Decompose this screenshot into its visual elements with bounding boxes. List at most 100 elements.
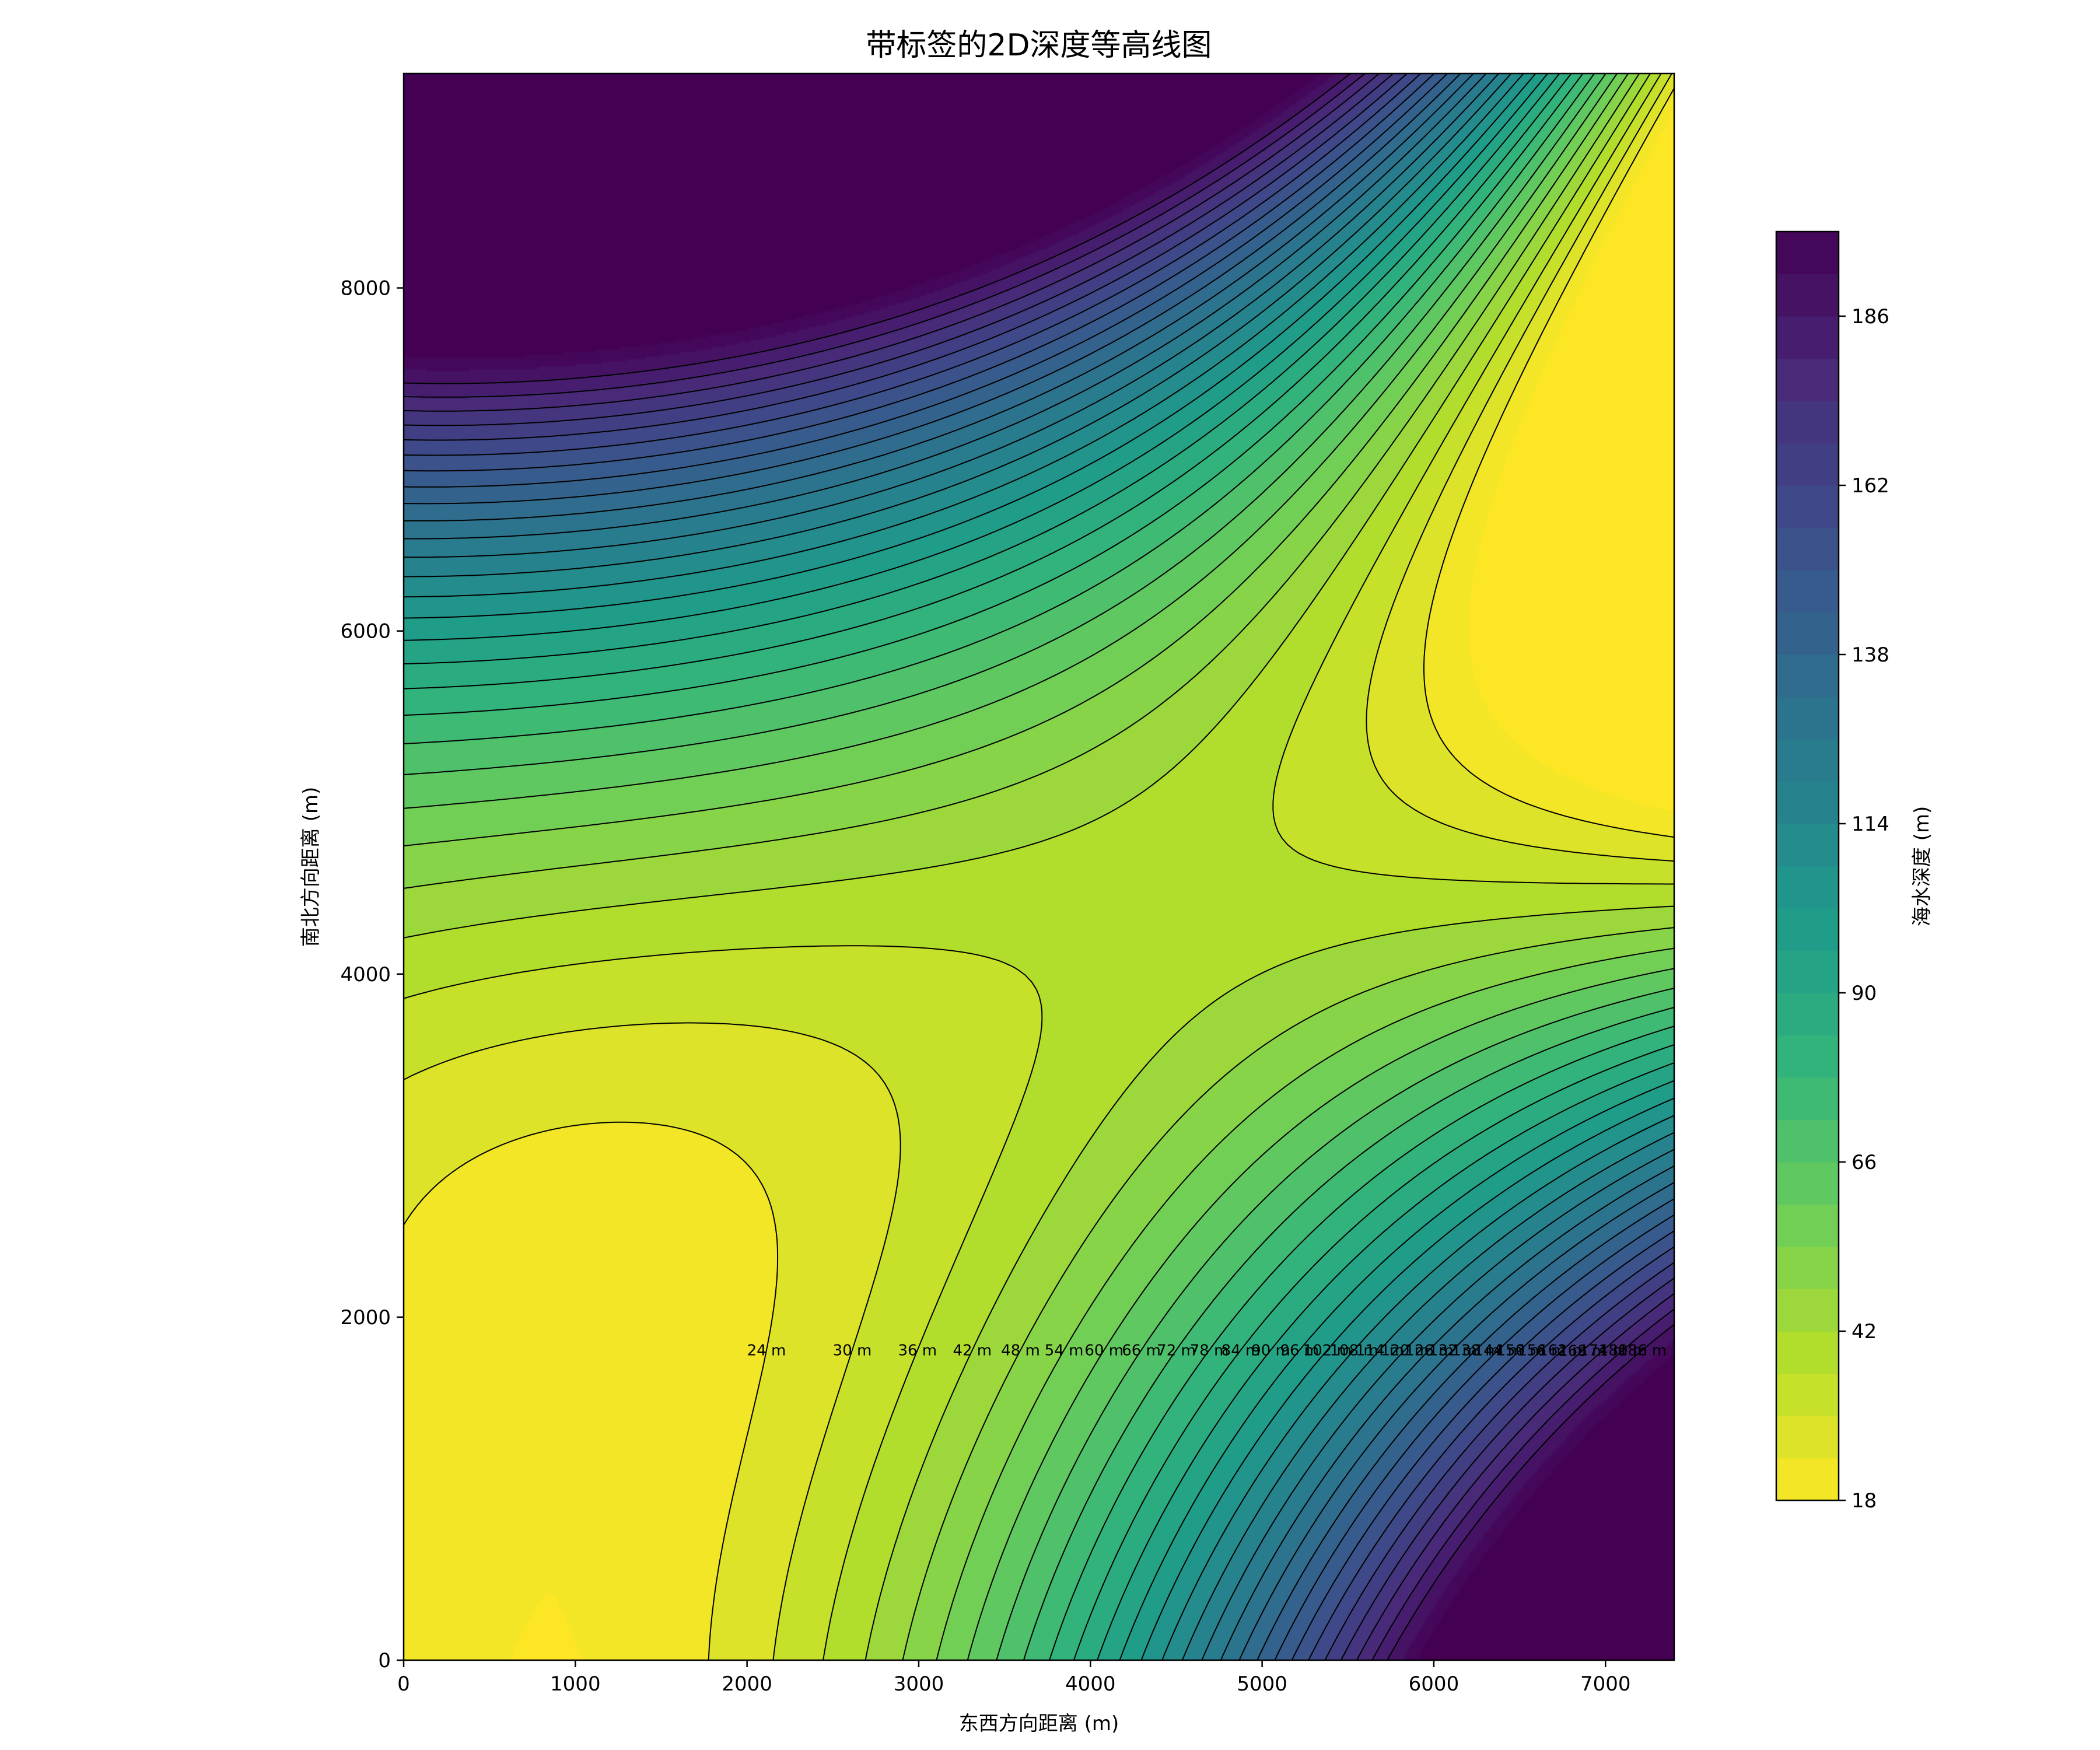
contour-label: 102 m [1303, 1342, 1352, 1359]
contour-label: 114 m [1356, 1342, 1404, 1359]
contour-line-96 [404, 74, 1674, 1660]
contour-line-24 [404, 88, 1674, 1660]
contour-label: 156 m [1517, 1342, 1566, 1359]
colorbar: 18 42 66 90 114 138 162 186 海水深度 (m) [1775, 230, 1934, 1513]
colorbar-band [1776, 443, 1839, 486]
x-tick-label: 3000 [894, 1672, 944, 1696]
contour-line-168 [404, 74, 1674, 1660]
colorbar-tick-label: 66 [1852, 1151, 1877, 1174]
contour-label: 78 m [1190, 1342, 1229, 1359]
contour-line-78 [404, 74, 1674, 1660]
y-axis-ticks: 0 2000 4000 6000 8000 [340, 277, 404, 1672]
colorbar-band [1776, 1247, 1839, 1290]
contour-line-72 [404, 74, 1674, 1660]
contour-label: 168 m [1558, 1343, 1606, 1360]
colorbar-frame [1775, 230, 1840, 1502]
colorbar-tick-label: 42 [1852, 1320, 1877, 1343]
y-tick-label: 0 [378, 1649, 391, 1672]
colorbar-band [1776, 1162, 1839, 1205]
x-axis-ticks: 0 1000 2000 3000 4000 5000 6000 7000 [397, 1660, 1631, 1696]
contour-line-108 [404, 74, 1674, 1660]
contour-line-180 [404, 74, 1674, 1660]
colorbar-band [1776, 1289, 1839, 1332]
colorbar-band [1776, 1119, 1839, 1163]
colorbar-band [1776, 527, 1839, 570]
contour-line-174 [404, 74, 1674, 1660]
contour-line-156 [404, 74, 1674, 1660]
colorbar-band [1776, 993, 1839, 1036]
y-tick-label: 2000 [340, 1306, 391, 1329]
y-tick-label: 4000 [340, 963, 391, 986]
contour-line-90 [404, 74, 1674, 1660]
colorbar-band [1776, 1373, 1839, 1416]
colorbar-band [1776, 1204, 1839, 1247]
contour-line-54 [404, 74, 1674, 1660]
colorbar-band [1776, 654, 1839, 698]
colorbar-tick-label: 90 [1852, 982, 1877, 1005]
contour-label: 54 m [1045, 1342, 1084, 1359]
y-tick-label: 6000 [340, 620, 391, 643]
contour-label: 72 m [1157, 1342, 1196, 1359]
colorbar-tick-label: 18 [1852, 1489, 1877, 1513]
contour-label: 180 m [1599, 1342, 1647, 1359]
colorbar-band [1776, 781, 1839, 824]
colorbar-band [1776, 316, 1839, 359]
colorbar-band [1776, 274, 1839, 317]
colorbar-tick-label: 114 [1852, 813, 1889, 836]
colorbar-band [1776, 1416, 1839, 1459]
contour-line-102 [404, 74, 1674, 1660]
contour-line-144 [404, 74, 1674, 1660]
x-tick-label: 0 [397, 1672, 410, 1696]
colorbar-label: 海水深度 (m) [1910, 806, 1934, 926]
contour-labels: 24 m 30 m 36 m 42 m 48 m 54 m 60 m66 m72 m78 m… [747, 1342, 1667, 1360]
contour-label: 60 m [1084, 1342, 1124, 1359]
x-axis-label: 东西方向距离 (m) [959, 1712, 1119, 1735]
contour-line-186 [404, 74, 1674, 1660]
contour-label: 90 m [1251, 1342, 1290, 1359]
colorbar-band [1776, 232, 1839, 275]
colorbar-band [1776, 1035, 1839, 1078]
contour-line-60 [404, 74, 1674, 1660]
contour-label: 162 m [1538, 1342, 1587, 1359]
colorbar-band [1776, 908, 1839, 951]
contour-label: 126 m [1405, 1342, 1453, 1359]
contour-line-120 [404, 74, 1674, 1660]
x-tick-label: 4000 [1065, 1672, 1116, 1696]
colorbar-band [1776, 739, 1839, 782]
chart-title: 带标签的2D深度等高线图 [866, 28, 1212, 63]
colorbar-tick-label: 138 [1852, 643, 1889, 667]
contour-line-126 [404, 74, 1674, 1660]
x-tick-label: 1000 [550, 1672, 601, 1696]
contour-label: 138 m [1451, 1342, 1500, 1359]
contour-line-42 [404, 74, 1674, 1660]
colorbar-band [1776, 485, 1839, 528]
plot-area: 24 m 30 m 36 m 42 m 48 m 54 m 60 m66 m72 m78 m… [402, 72, 1675, 1661]
colorbar-band [1776, 358, 1839, 401]
contour-label: 42 m [953, 1342, 992, 1359]
x-tick-label: 7000 [1580, 1672, 1631, 1696]
contour-label: 96 m [1280, 1342, 1319, 1359]
colorbar-tick-label: 162 [1852, 474, 1889, 498]
contour-label: 66 m [1122, 1342, 1161, 1359]
colorbar-band [1776, 1331, 1839, 1374]
colorbar-band [1776, 866, 1839, 909]
contour-label: 186 m [1618, 1342, 1667, 1359]
colorbar-band [1776, 824, 1839, 867]
contour-line-30 [404, 74, 1674, 1660]
colorbar-band [1776, 570, 1839, 613]
x-tick-label: 6000 [1409, 1672, 1460, 1696]
colorbar-band [1776, 612, 1839, 655]
colorbar-band [1776, 696, 1839, 740]
y-tick-label: 8000 [340, 277, 391, 300]
colorbar-band [1776, 1458, 1839, 1501]
contour-line-162 [404, 74, 1674, 1660]
contour-label: 174 m [1579, 1342, 1628, 1359]
x-tick-label: 2000 [722, 1672, 772, 1696]
contour-label: 24 m [747, 1342, 786, 1359]
contour-label: 108 m [1329, 1342, 1378, 1359]
contour-label: 48 m [1001, 1342, 1040, 1359]
contour-label: 84 m [1222, 1342, 1261, 1359]
contour-line-150 [404, 74, 1674, 1660]
contour-label: 144 m [1474, 1342, 1522, 1359]
